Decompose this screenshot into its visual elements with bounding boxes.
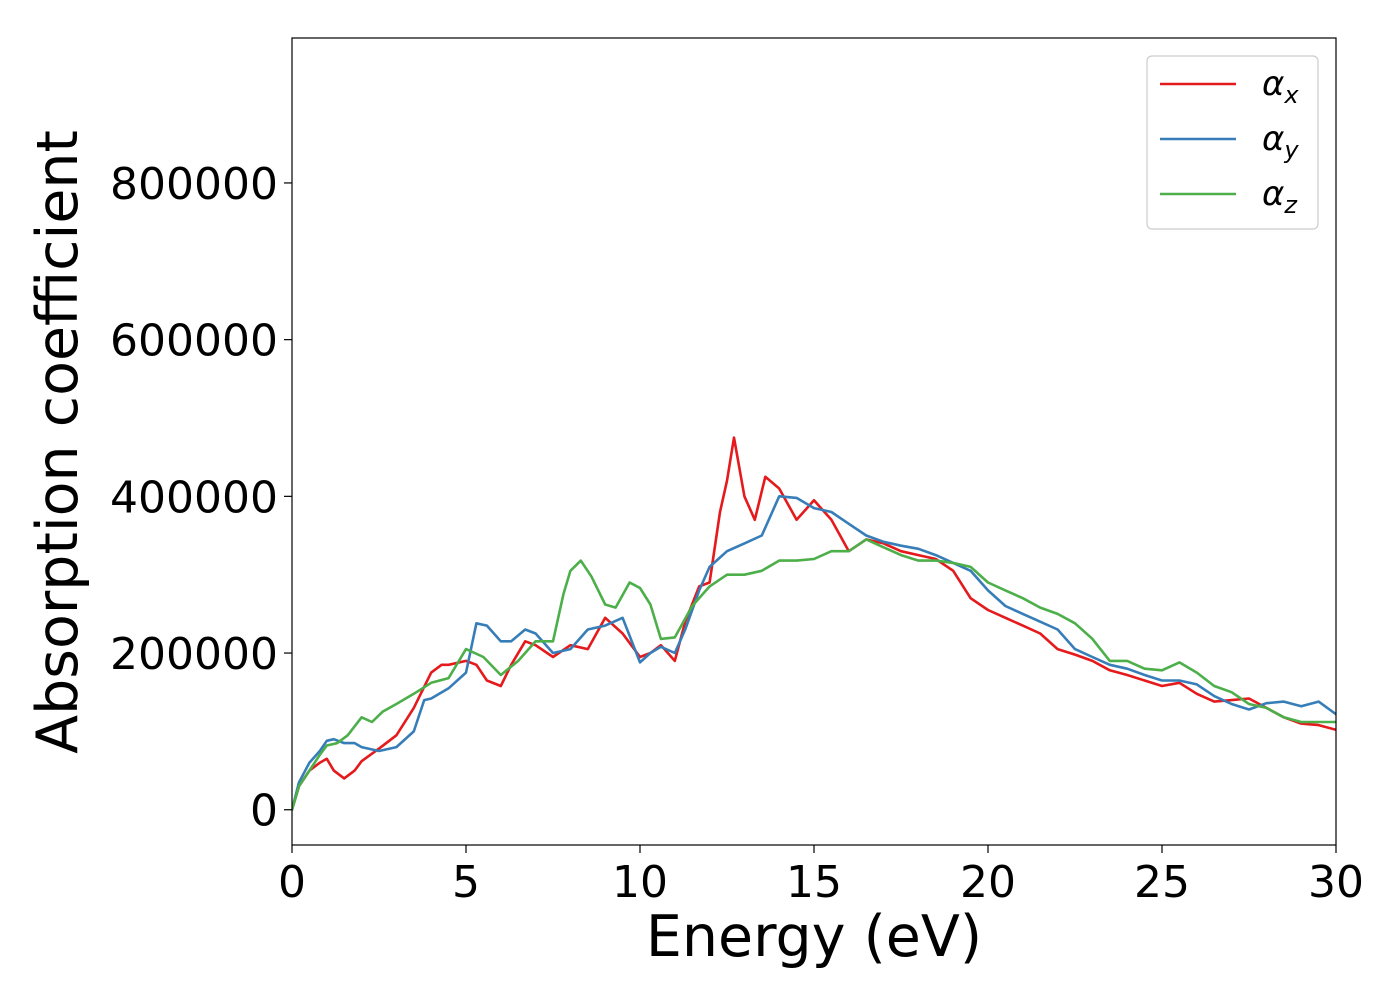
x-axis-ticks: 0 5 10 15 20 25 30 bbox=[278, 845, 1364, 908]
x-tick-label: 25 bbox=[1134, 857, 1190, 908]
x-tick-label: 20 bbox=[960, 857, 1016, 908]
x-tick-label: 0 bbox=[278, 857, 306, 908]
x-tick-label: 5 bbox=[452, 857, 480, 908]
series-layer bbox=[292, 436, 1336, 811]
series-line-z bbox=[292, 538, 1336, 811]
y-tick-label: 800000 bbox=[110, 159, 278, 210]
legend-frame bbox=[1146, 55, 1319, 230]
y-tick-label: 600000 bbox=[110, 316, 278, 367]
x-axis-label: Energy (eV) bbox=[646, 904, 982, 970]
x-tick-label: 30 bbox=[1308, 857, 1364, 908]
legend-label-y: αy bbox=[1262, 119, 1299, 164]
legend-label-x: αx bbox=[1262, 64, 1299, 109]
y-axis-ticks: 0 200000 400000 600000 800000 bbox=[110, 159, 292, 837]
series-line-x bbox=[292, 436, 1336, 811]
y-axis-label: Absorption coefficient bbox=[25, 130, 91, 754]
y-tick-label: 200000 bbox=[110, 629, 278, 680]
x-tick-label: 10 bbox=[612, 857, 668, 908]
series-line-y bbox=[292, 495, 1336, 811]
y-tick-label: 0 bbox=[250, 786, 278, 837]
y-tick-label: 400000 bbox=[110, 472, 278, 523]
x-tick-label: 15 bbox=[786, 857, 842, 908]
